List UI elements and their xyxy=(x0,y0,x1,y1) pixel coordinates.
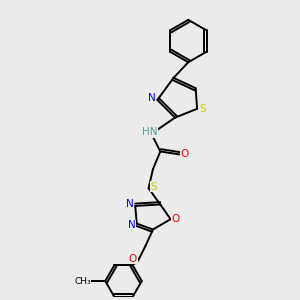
Text: S: S xyxy=(199,104,206,114)
Text: N: N xyxy=(128,220,135,230)
Text: N: N xyxy=(148,94,156,103)
Text: CH₃: CH₃ xyxy=(74,277,91,286)
Text: S: S xyxy=(151,182,157,192)
Text: O: O xyxy=(129,254,137,264)
Text: HN: HN xyxy=(142,127,158,137)
Text: O: O xyxy=(172,214,180,224)
Text: N: N xyxy=(126,200,134,209)
Text: O: O xyxy=(181,149,189,159)
